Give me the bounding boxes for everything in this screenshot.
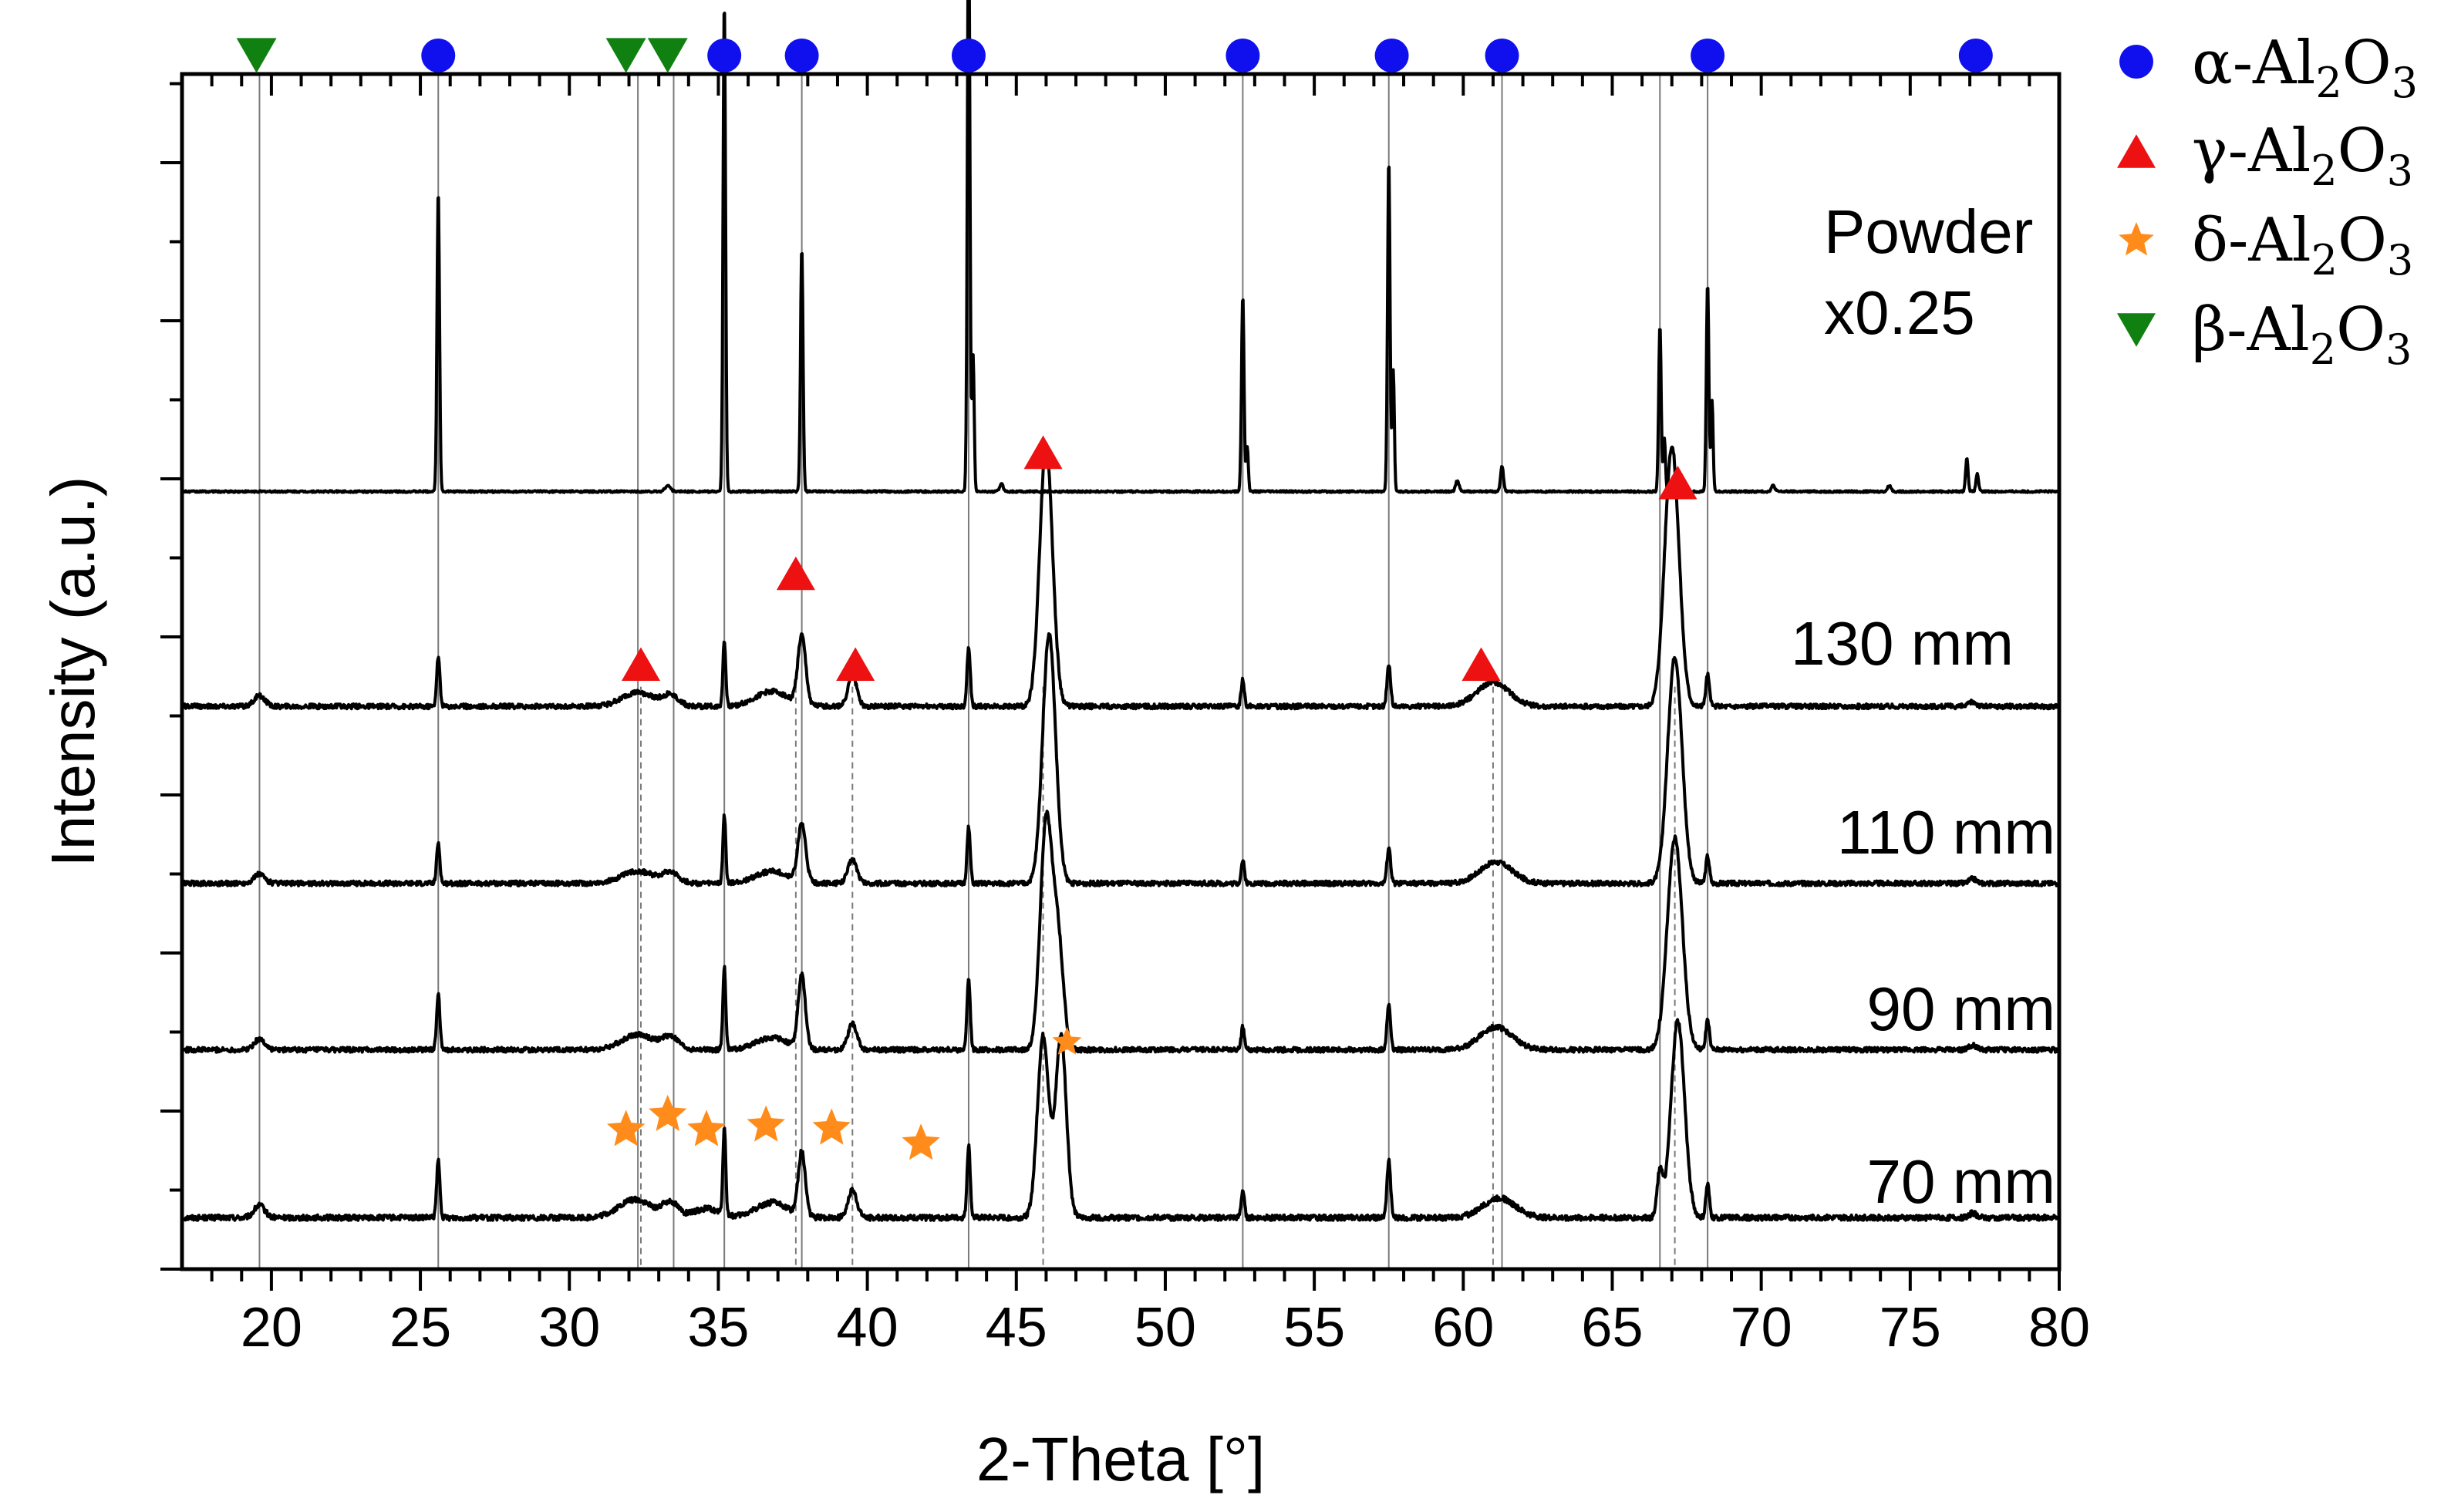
legend-label: γ-Al2O3 — [2192, 116, 2413, 195]
trace-110-mm — [181, 632, 2058, 887]
gamma-marker — [1658, 465, 1697, 500]
alpha-marker — [1374, 39, 1409, 72]
legend-triangle-up-icon — [2117, 134, 2156, 168]
gamma-marker — [836, 647, 875, 681]
gamma-marker — [621, 647, 660, 681]
delta-marker — [747, 1105, 785, 1142]
alpha-marker — [1691, 39, 1725, 72]
y-axis-label: Intensity (a.u.) — [39, 476, 107, 867]
y-axis-ticks — [160, 82, 182, 1271]
beta-marker — [236, 38, 277, 73]
legend: α-Al2O3 γ-Al2O3 δ-Al2O3 β-Al2O3 — [2117, 29, 2418, 374]
x-tick-label: 20 — [241, 1297, 302, 1359]
phase-markers — [236, 38, 1993, 1160]
gamma-marker — [776, 556, 815, 591]
trace-90-mm — [182, 810, 2059, 1054]
delta-marker — [649, 1094, 687, 1131]
trace-label-110-mm: 110 mm — [1837, 798, 2055, 867]
delta-marker — [1052, 1026, 1082, 1055]
alpha-marker — [421, 39, 456, 72]
trace-label-90-mm: 90 mm — [1867, 975, 2056, 1043]
x-tick-label: 50 — [1134, 1297, 1196, 1359]
trace-130-mm — [182, 442, 2059, 711]
x-tick-label: 80 — [2028, 1297, 2090, 1359]
legend-item: δ-Al2O3 — [2119, 206, 2413, 285]
legend-item: α-Al2O3 — [2119, 29, 2418, 107]
delta-marker — [902, 1123, 940, 1160]
trace-label-powder: Powder — [1824, 197, 2033, 266]
x-tick-label: 40 — [837, 1297, 898, 1359]
diffraction-traces — [181, 0, 2059, 1222]
alpha-marker — [1226, 39, 1260, 72]
alpha-marker — [707, 39, 742, 72]
x-axis-label: 2-Theta [°] — [976, 1425, 1265, 1493]
x-axis-ticks: 20 25 30 35 40 45 50 55 60 65 70 75 80 — [210, 74, 2090, 1359]
beta-marker — [605, 38, 646, 73]
gamma-marker — [1023, 435, 1063, 470]
x-tick-label: 65 — [1581, 1297, 1643, 1359]
legend-item: γ-Al2O3 — [2117, 116, 2413, 195]
legend-item: β-Al2O3 — [2117, 295, 2412, 374]
legend-star-icon — [2119, 222, 2154, 256]
x-tick-label: 60 — [1432, 1297, 1494, 1359]
delta-marker — [812, 1108, 851, 1145]
x-tick-label: 30 — [538, 1297, 600, 1359]
x-tick-label: 70 — [1731, 1297, 1792, 1359]
legend-circle-icon — [2119, 45, 2153, 79]
x-tick-label: 25 — [389, 1297, 451, 1359]
trace-label-powder-scale: x0.25 — [1824, 278, 1975, 347]
alpha-marker — [1485, 39, 1519, 72]
legend-triangle-down-icon — [2117, 313, 2156, 347]
axes — [180, 72, 2062, 1271]
delta-marker — [687, 1110, 726, 1147]
trace-labels: 70 mm 90 mm 110 mm 130 mm Powder x0.25 — [1791, 197, 2055, 1216]
trace-70-mm — [182, 1018, 2059, 1222]
alpha-marker — [1958, 39, 1993, 72]
trace-label-70-mm: 70 mm — [1867, 1147, 2056, 1216]
legend-label: β-Al2O3 — [2192, 295, 2412, 374]
trace-powder — [182, 0, 2059, 494]
x-tick-label: 75 — [1880, 1297, 1941, 1359]
x-tick-label: 45 — [986, 1297, 1047, 1359]
x-tick-label: 35 — [687, 1297, 749, 1359]
legend-label: δ-Al2O3 — [2192, 206, 2413, 285]
beta-marker — [647, 38, 688, 73]
plot-frame — [180, 72, 2062, 1271]
trace-label-130-mm: 130 mm — [1791, 609, 2014, 678]
legend-label: α-Al2O3 — [2192, 29, 2418, 107]
alpha-marker — [784, 39, 819, 72]
delta-marker — [606, 1110, 646, 1147]
x-tick-label: 55 — [1283, 1297, 1345, 1359]
alpha-marker — [951, 39, 986, 72]
gamma-marker — [1461, 647, 1501, 681]
